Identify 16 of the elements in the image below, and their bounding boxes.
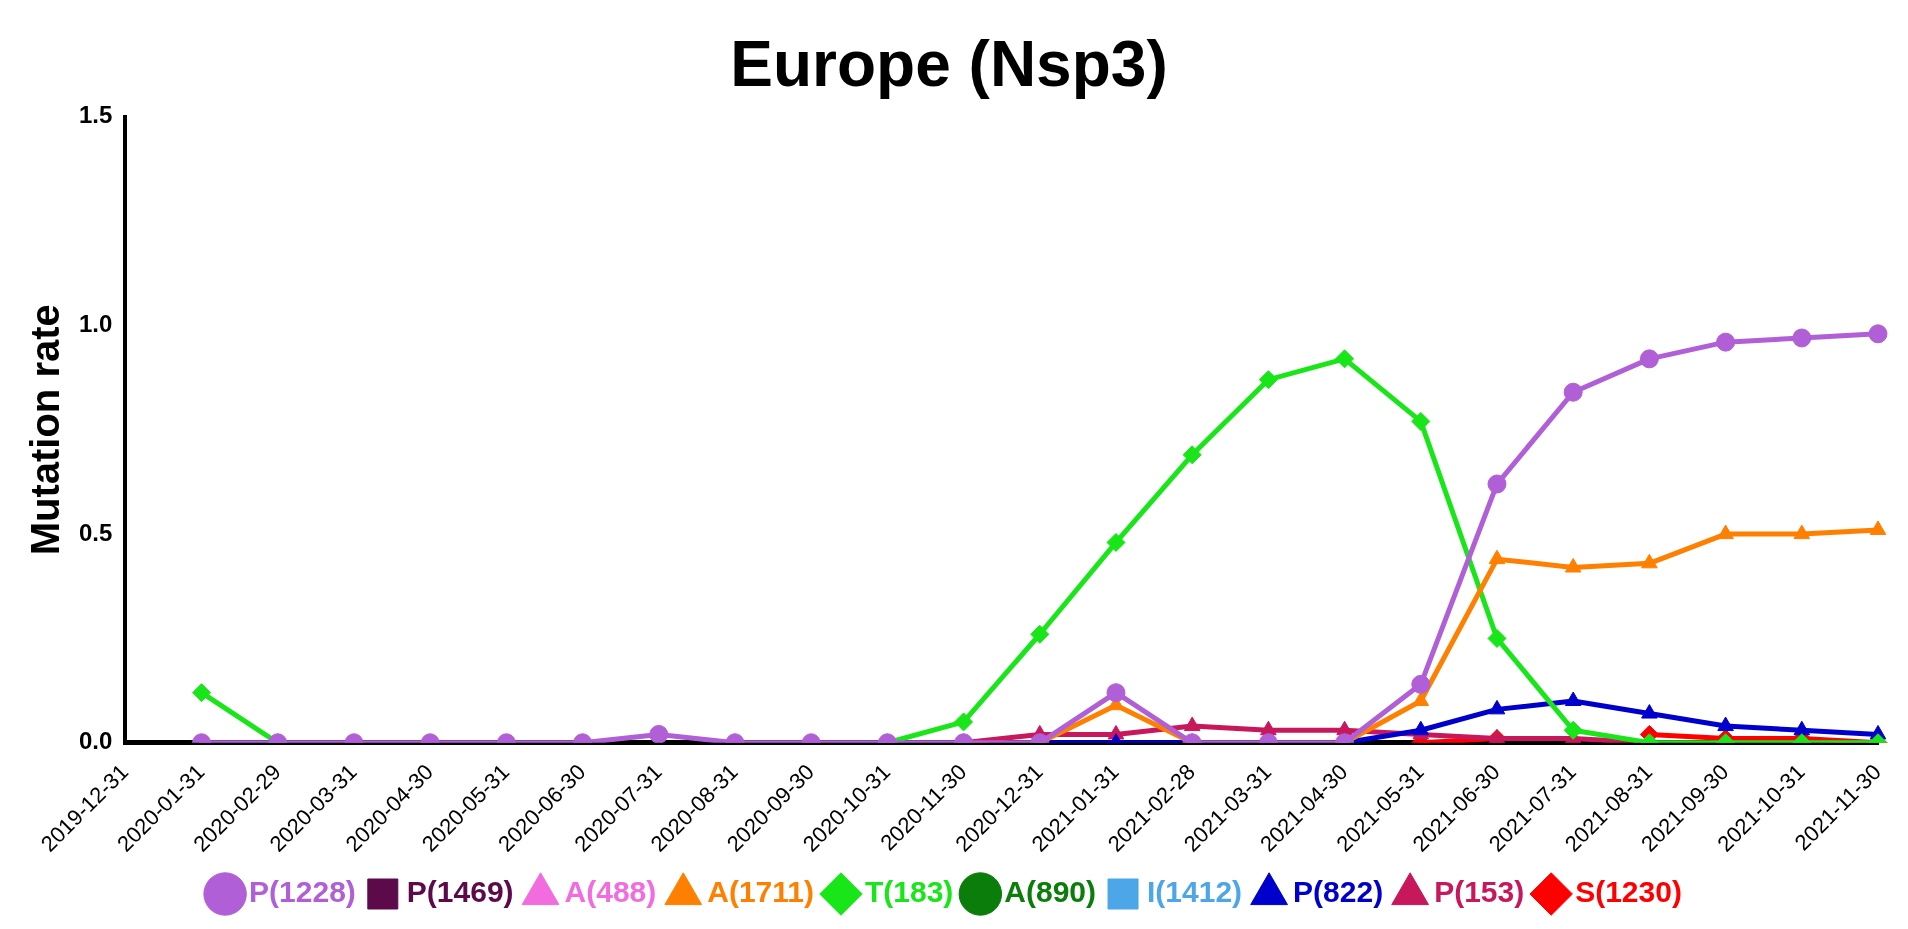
legend-label: P(822) xyxy=(1293,875,1384,909)
chart-title: Europe (Nsp3) xyxy=(730,28,1168,101)
legend-label: T(183) xyxy=(864,875,954,909)
legend-label: I(1412) xyxy=(1147,875,1243,909)
legend-label: A(488) xyxy=(564,875,657,909)
legend-label: P(153) xyxy=(1434,875,1525,909)
legend-label: S(1230) xyxy=(1575,875,1682,909)
y-tick-label: 0.5 xyxy=(78,518,113,546)
y-tick-label: 1.0 xyxy=(78,310,113,338)
y-tick-label: 0.0 xyxy=(78,727,113,755)
legend-label: P(1469) xyxy=(406,875,514,909)
legend-label: P(1228) xyxy=(249,875,356,909)
y-axis-title: Mutation rate xyxy=(23,304,68,556)
legend-label: A(890) xyxy=(1004,875,1097,909)
legend-label: A(1711) xyxy=(707,875,814,909)
y-tick-label: 1.5 xyxy=(78,101,113,129)
